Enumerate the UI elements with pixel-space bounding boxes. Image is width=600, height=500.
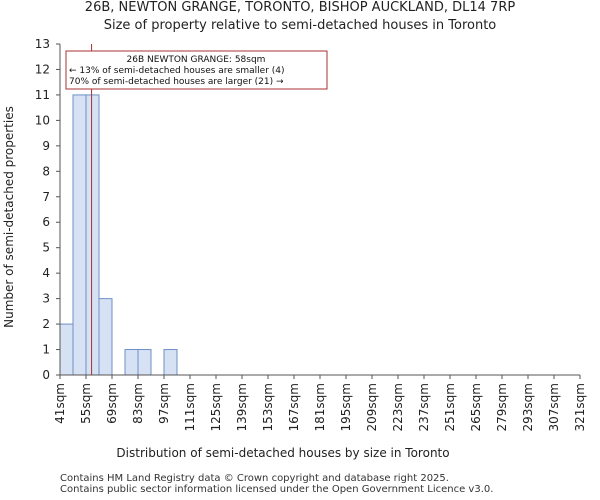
x-tick-label: 41sqm — [53, 383, 67, 424]
y-tick-label: 9 — [42, 139, 50, 153]
x-tick-label: 195sqm — [339, 383, 353, 431]
x-tick-label: 265sqm — [469, 383, 483, 431]
y-tick-label: 11 — [35, 88, 50, 102]
histogram-bar — [137, 349, 152, 376]
histogram-bar — [85, 94, 100, 376]
y-tick-label: 0 — [42, 368, 50, 382]
x-tick-label: 153sqm — [261, 383, 275, 431]
annotation-box: 26B NEWTON GRANGE: 58sqm ← 13% of semi-d… — [65, 50, 328, 90]
x-tick-label: 209sqm — [365, 383, 379, 431]
x-tick-label: 167sqm — [287, 383, 301, 431]
annotation-larger: 70% of semi-detached houses are larger (… — [69, 77, 284, 87]
y-tick-label: 1 — [42, 343, 50, 357]
x-tick-label: 181sqm — [313, 383, 327, 431]
histogram-bar — [59, 323, 74, 376]
x-tick-label: 55sqm — [79, 383, 93, 424]
footer-copyright: Contains HM Land Registry data © Crown c… — [60, 473, 449, 484]
y-tick-label: 8 — [42, 164, 50, 178]
y-axis-label: Number of semi-detached properties — [2, 106, 16, 328]
annotation-smaller: ← 13% of semi-detached houses are smalle… — [69, 66, 285, 76]
histogram-bar — [124, 349, 139, 376]
y-tick-label: 3 — [42, 292, 50, 306]
x-tick-label: 321sqm — [573, 383, 587, 431]
x-tick-label: 125sqm — [209, 383, 223, 431]
x-tick-label: 237sqm — [417, 383, 431, 431]
y-tick-label: 10 — [35, 113, 50, 127]
y-tick-label: 2 — [42, 317, 50, 331]
y-tick-label: 13 — [35, 37, 50, 51]
annotation-title: 26B NEWTON GRANGE: 58sqm — [127, 55, 266, 65]
y-tick-label: 6 — [42, 215, 50, 229]
x-tick-label: 69sqm — [105, 383, 119, 424]
y-tick-label: 4 — [42, 266, 50, 280]
x-tick-label: 111sqm — [183, 383, 197, 431]
x-axis-label: Distribution of semi-detached houses by … — [116, 446, 449, 460]
chart-subtitle: Size of property relative to semi-detach… — [103, 18, 497, 33]
y-tick-label: 7 — [42, 190, 50, 204]
y-tick-label: 12 — [35, 62, 50, 76]
footer-licence: Contains public sector information licen… — [60, 484, 494, 495]
y-tick-label: 5 — [42, 241, 50, 255]
x-tick-label: 251sqm — [443, 383, 457, 431]
x-tick-label: 83sqm — [131, 383, 145, 424]
histogram-bar — [98, 298, 113, 376]
x-tick-label: 279sqm — [495, 383, 509, 431]
x-tick-label: 97sqm — [157, 383, 171, 424]
x-tick-label: 307sqm — [547, 383, 561, 431]
histogram-bar — [72, 94, 87, 376]
x-tick-label: 139sqm — [235, 383, 249, 431]
chart-title: 26B, NEWTON GRANGE, TORONTO, BISHOP AUCK… — [84, 0, 516, 15]
x-tick-label: 293sqm — [521, 383, 535, 431]
histogram-bar — [163, 349, 178, 376]
x-tick-label: 223sqm — [391, 383, 405, 431]
